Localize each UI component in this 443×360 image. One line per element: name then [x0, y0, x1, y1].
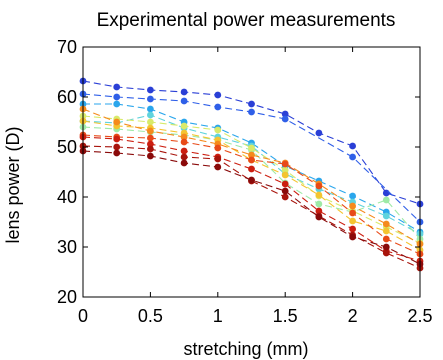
data-point	[349, 202, 356, 210]
data-point	[180, 153, 188, 161]
data-point	[349, 153, 356, 161]
data-point	[113, 149, 121, 157]
data-point	[147, 86, 154, 94]
y-axis-label: lens power (D)	[3, 126, 23, 243]
series-12	[79, 147, 424, 268]
data-point	[147, 105, 154, 113]
x-axis: 0 0.5 1 1.5 2 2.5	[78, 47, 433, 326]
data-point	[147, 95, 154, 103]
data-point	[180, 122, 188, 130]
x-tick-label: 2.5	[407, 306, 432, 326]
data-point	[349, 225, 356, 233]
data-point	[248, 151, 255, 159]
data-point	[248, 108, 255, 116]
data-point	[214, 103, 222, 111]
data-point	[382, 189, 390, 197]
series-line	[82, 136, 421, 262]
data-point	[281, 193, 289, 201]
data-point	[147, 145, 154, 153]
y-axis: 20 30 40 50 60 70	[57, 37, 420, 307]
data-point	[147, 111, 154, 119]
plot-frame	[82, 46, 421, 298]
data-point	[281, 171, 289, 179]
series-line	[83, 103, 421, 233]
data-point	[248, 165, 255, 173]
data-point	[382, 227, 390, 235]
data-point	[147, 127, 154, 135]
data-point	[214, 91, 222, 99]
data-point	[382, 196, 390, 204]
y-tick-label: 40	[57, 187, 77, 207]
y-tick-label: 60	[57, 87, 77, 107]
data-point	[248, 144, 255, 152]
data-point	[281, 160, 289, 168]
series-layer	[79, 77, 424, 272]
data-point	[382, 243, 390, 251]
data-point	[113, 143, 121, 151]
data-point	[147, 140, 154, 148]
series-2	[79, 90, 424, 226]
data-point	[281, 180, 289, 188]
data-point	[281, 115, 289, 123]
data-point	[281, 187, 289, 195]
y-tick-label: 30	[57, 237, 77, 257]
series-1	[79, 77, 424, 208]
y-tick-label: 50	[57, 137, 77, 157]
data-point	[180, 147, 188, 155]
data-point	[281, 110, 289, 118]
data-point	[214, 163, 222, 171]
data-point	[349, 217, 356, 225]
x-tick-label: 0.5	[138, 306, 163, 326]
chart-title: Experimental power measurements	[97, 10, 396, 31]
x-tick-label: 0	[78, 306, 88, 326]
data-point	[180, 159, 188, 167]
data-point	[349, 233, 356, 241]
data-point	[382, 220, 390, 228]
data-point	[382, 212, 390, 220]
data-point	[214, 144, 222, 152]
series-line	[82, 120, 421, 251]
data-point	[180, 138, 188, 146]
data-point	[113, 100, 121, 108]
data-point	[315, 191, 323, 199]
series-line	[82, 150, 421, 265]
series-line	[82, 108, 421, 245]
data-point	[248, 100, 255, 108]
data-point	[315, 207, 323, 215]
data-point	[147, 152, 154, 160]
data-point	[349, 209, 356, 217]
x-tick-label: 1	[213, 306, 223, 326]
data-point	[214, 155, 222, 163]
series-line	[82, 114, 421, 235]
series-line	[82, 115, 421, 244]
data-point	[180, 133, 188, 141]
data-point	[315, 200, 323, 208]
axes-layer: 0 0.5 1 1.5 2 2.5 20 30 40 50 60 70	[57, 37, 433, 326]
x-tick-label: 2	[348, 306, 358, 326]
data-point	[349, 192, 356, 200]
data-point	[113, 118, 121, 126]
data-point	[113, 135, 121, 143]
data-point	[248, 176, 255, 184]
data-point	[315, 129, 323, 137]
data-point	[315, 182, 323, 190]
data-point	[349, 142, 356, 150]
data-point	[147, 118, 154, 126]
y-tick-label: 70	[57, 37, 77, 57]
y-tick-label: 20	[57, 287, 77, 307]
data-point	[113, 93, 121, 101]
x-axis-label: stretching (mm)	[183, 339, 308, 359]
data-point	[315, 213, 323, 221]
data-point	[382, 249, 390, 257]
x-tick-label: 1.5	[273, 306, 298, 326]
data-point	[147, 134, 154, 142]
data-point	[214, 126, 222, 134]
data-point	[180, 97, 188, 105]
data-point	[180, 88, 188, 96]
data-point	[113, 83, 121, 91]
data-point	[248, 156, 255, 164]
data-point	[382, 235, 390, 243]
data-point	[281, 166, 289, 174]
